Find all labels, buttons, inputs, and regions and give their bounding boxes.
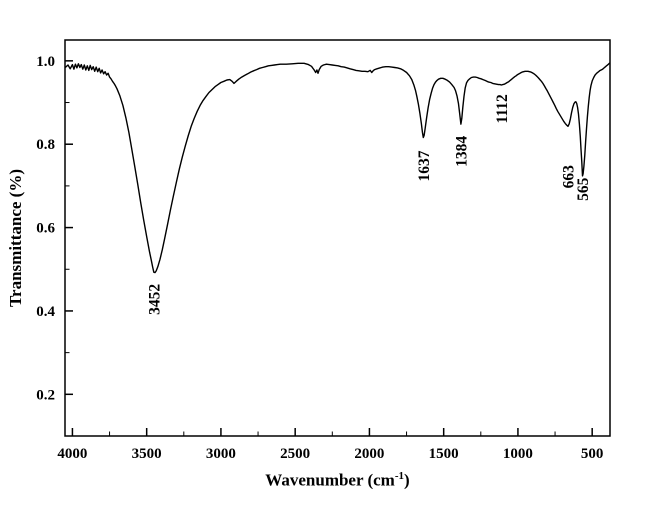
x-axis-title-main: Wavenumber (cm	[265, 470, 395, 490]
y-axis-title: Transmittance (%)	[6, 168, 25, 308]
peak-label-1637: 1637	[416, 150, 433, 181]
y-tick-label: 1.0	[36, 54, 55, 70]
x-tick-label: 4000	[57, 446, 87, 462]
peak-label-1384: 1384	[453, 136, 470, 167]
peak-label-565: 565	[575, 177, 592, 201]
x-tick-label: 1500	[429, 446, 459, 462]
peak-label-663: 663	[561, 165, 578, 189]
peak-label-3452: 3452	[146, 284, 163, 315]
y-tick-label: 0.4	[36, 304, 55, 320]
x-axis-title: Wavenumber (cm-1)	[65, 470, 610, 491]
x-tick-label: 1000	[503, 446, 533, 462]
x-tick-label: 3000	[206, 446, 236, 462]
spectrum-curve	[65, 62, 610, 274]
y-tick-label: 0.8	[36, 137, 55, 153]
x-tick-label: 3500	[132, 446, 162, 462]
x-axis-title-superscript: -1	[394, 470, 405, 482]
x-tick-label: 2000	[354, 446, 384, 462]
x-axis-title-close: )	[404, 470, 410, 490]
y-tick-label: 0.2	[36, 387, 55, 403]
x-tick-label: 500	[581, 446, 604, 462]
peak-label-1112: 1112	[494, 94, 511, 124]
plot-frame	[64, 39, 611, 437]
x-tick-label: 2500	[280, 446, 310, 462]
y-tick-label: 0.6	[36, 221, 55, 237]
